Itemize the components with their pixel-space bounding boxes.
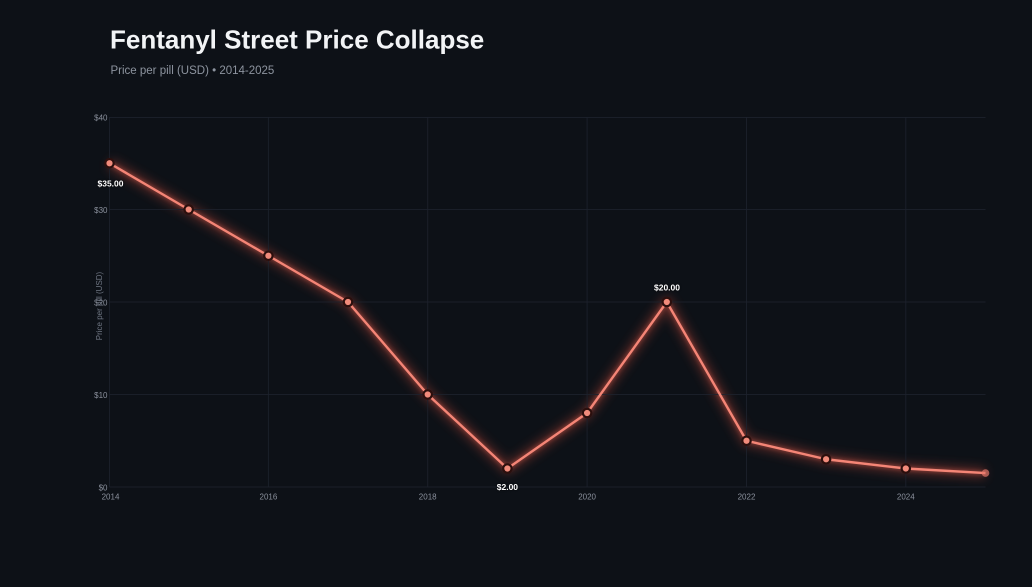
svg-text:$30: $30: [94, 206, 108, 215]
svg-text:$35.00: $35.00: [98, 179, 124, 189]
svg-text:2024: 2024: [897, 493, 915, 502]
svg-text:2016: 2016: [260, 493, 278, 502]
svg-text:$40: $40: [94, 114, 108, 123]
svg-text:Price per pill (USD): Price per pill (USD): [95, 271, 104, 340]
svg-text:$35.00: $35.00: [98, 179, 124, 189]
svg-text:$20.00: $20.00: [654, 283, 680, 293]
svg-text:$2.00: $2.00: [497, 482, 519, 492]
svg-text:$20: $20: [94, 299, 108, 308]
svg-text:2020: 2020: [578, 493, 596, 502]
svg-text:$10: $10: [94, 391, 108, 400]
svg-text:Price per pill (USD) • 2014-20: Price per pill (USD) • 2014-2025: [111, 65, 275, 77]
svg-text:Fentanyl Street Price Collapse: Fentanyl Street Price Collapse: [110, 25, 484, 55]
svg-text:$2.00: $2.00: [497, 482, 519, 492]
svg-text:2022: 2022: [738, 493, 756, 502]
svg-text:$0: $0: [99, 484, 108, 493]
svg-text:$20.00: $20.00: [654, 283, 680, 293]
svg-text:2014: 2014: [102, 493, 120, 502]
svg-text:2018: 2018: [419, 493, 437, 502]
